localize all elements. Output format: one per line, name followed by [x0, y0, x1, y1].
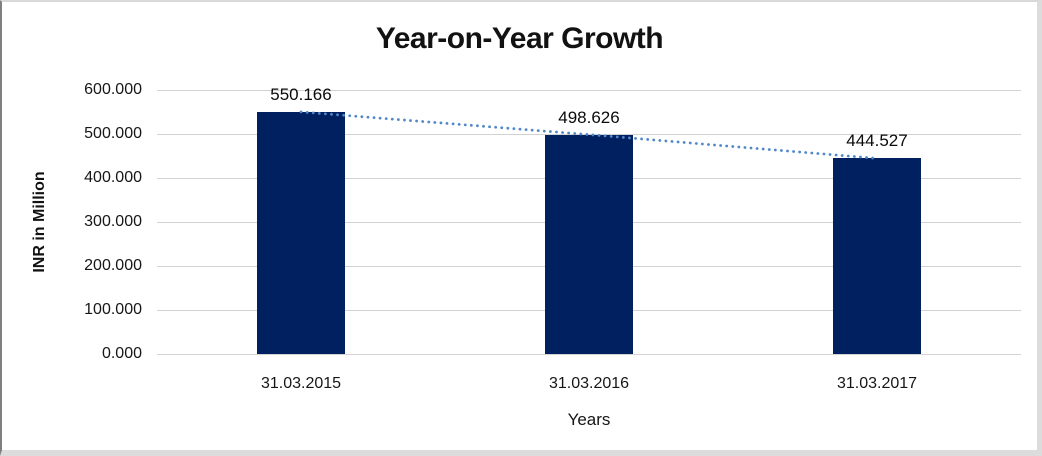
y-tick-label: 600.000	[84, 81, 142, 98]
y-tick-label: 300.000	[84, 213, 142, 230]
x-category-label: 31.03.2015	[260, 375, 342, 392]
x-axis-title: Years	[567, 410, 611, 429]
y-tick-label: 500.000	[84, 125, 142, 142]
y-tick-label: 200.000	[84, 257, 142, 274]
data-label: 444.527	[846, 131, 908, 151]
x-category-label: 31.03.2017	[836, 375, 918, 392]
gridline	[157, 353, 1021, 355]
gridline	[157, 89, 1021, 91]
bar-31.03.2017	[833, 158, 921, 354]
y-tick-label: 100.000	[84, 301, 142, 318]
bar-31.03.2015	[257, 111, 345, 354]
y-axis-title: INR in Million	[31, 171, 48, 273]
chart-title: Year-on-Year Growth	[375, 22, 664, 55]
bar-31.03.2016	[545, 134, 633, 354]
data-label: 550.166	[270, 84, 332, 104]
y-tick-label: 0.000	[101, 345, 142, 362]
y-tick-label: 400.000	[84, 169, 142, 186]
data-label: 498.626	[558, 107, 620, 127]
x-category-label: 31.03.2016	[548, 375, 630, 392]
